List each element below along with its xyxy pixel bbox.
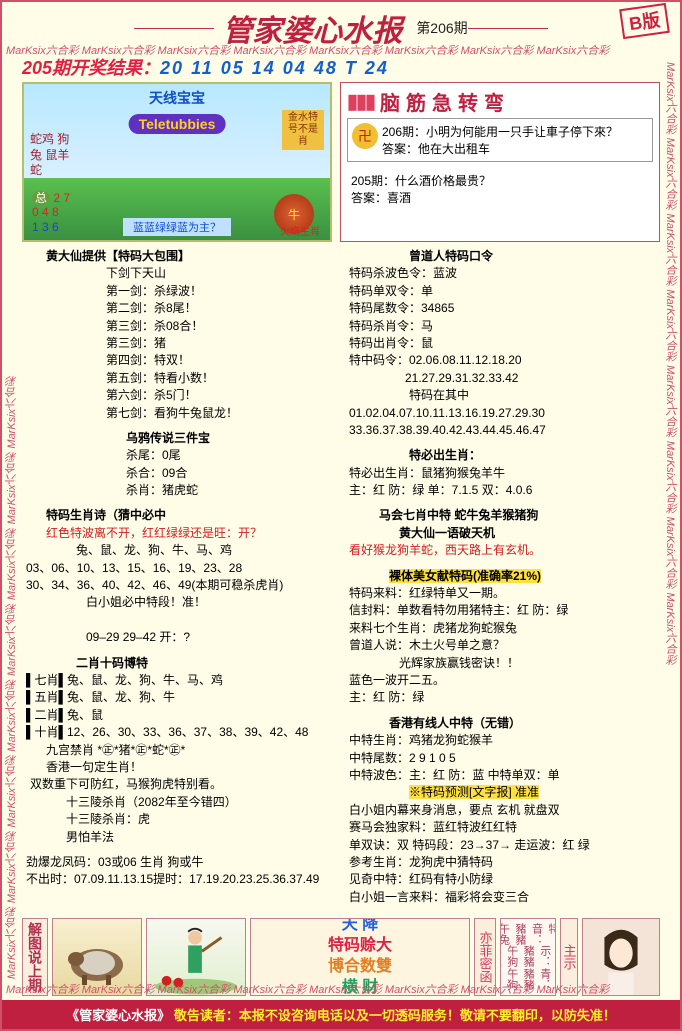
tapir-icon: [62, 927, 132, 987]
header-rule-left: [134, 28, 214, 29]
swastika-icon: 卍: [352, 123, 378, 149]
sect-title: 黄大仙提供【特码大包围】: [26, 248, 333, 265]
edition-stamp: B版: [619, 3, 670, 39]
issue-number: 第206期: [416, 18, 467, 38]
footer-notice: 敬告读者：本报不设咨询电话以及一切透码服务！敬请不要翻印，以防失准！: [174, 1008, 616, 1023]
watermark-top: MarKsix六合彩 MarKsix六合彩 MarKsix六合彩 MarKsix…: [6, 42, 676, 58]
riddle-box: ▮▮▮ 脑筋急转弯 卍 206期：小明为何能用一只手让車子停下來？ 答案：他在大…: [340, 82, 660, 242]
tv-caption: 蓝蓝绿绿蓝为主？: [123, 218, 231, 236]
tv-title: 天线宝宝: [149, 88, 205, 108]
left-column: 黄大仙提供【特码大包围】 下剑下天山 第一剑：杀绿波！ 第二剑：杀8尾！ 第三剑…: [26, 248, 333, 914]
watermark-right: MarKsix六合彩 MarKsix六合彩 MarKsix六合彩 MarKsix…: [662, 62, 678, 979]
bars-icon: ▮▮▮: [347, 89, 374, 114]
riddle-previous: 205期：什么酒价格最贵？ 答案：喜酒: [347, 168, 653, 210]
watermark-bottom: MarKsix六合彩 MarKsix六合彩 MarKsix六合彩 MarKsix…: [6, 981, 676, 997]
watermark-left: MarKsix六合彩 MarKsix六合彩 MarKsix六合彩 MarKsix…: [4, 62, 20, 979]
footer: 《管家婆心水报》 敬告读者：本报不设咨询电话以及一切透码服务！敬请不要翻印，以防…: [2, 1000, 680, 1029]
right-column: 曾道人特码口令 特码杀波色令：蓝波 特码单双令：单 特码尾数令：34865 特码…: [349, 248, 656, 914]
tv-sign: 金水特号不是肖: [282, 110, 324, 150]
riddle-title: ▮▮▮ 脑筋急转弯: [347, 87, 653, 118]
tv-cow-label: 火烧生肖: [280, 223, 320, 238]
tv-zodiac-list: 蛇鸡 狗 兔 鼠羊 蛇: [30, 132, 69, 179]
riddle-current: 卍 206期：小明为何能用一只手让車子停下來？ 答案：他在大出租车: [347, 118, 653, 162]
header-rule-right: [468, 28, 548, 29]
prev-result-label: 205期开奖结果：: [22, 58, 160, 78]
tv-logo: Teletubbies: [129, 114, 226, 134]
footer-brand: 《管家婆心水报》: [66, 1008, 170, 1023]
tv-numbers: 总 2 7 0 4 8 1 3 6: [32, 191, 70, 234]
prev-result-numbers: 20 11 05 14 04 48 T 24: [160, 58, 389, 78]
tv-illustration: 天线宝宝 Teletubbies 蛇鸡 狗 兔 鼠羊 蛇 金水特号不是肖 总 2…: [22, 82, 332, 242]
